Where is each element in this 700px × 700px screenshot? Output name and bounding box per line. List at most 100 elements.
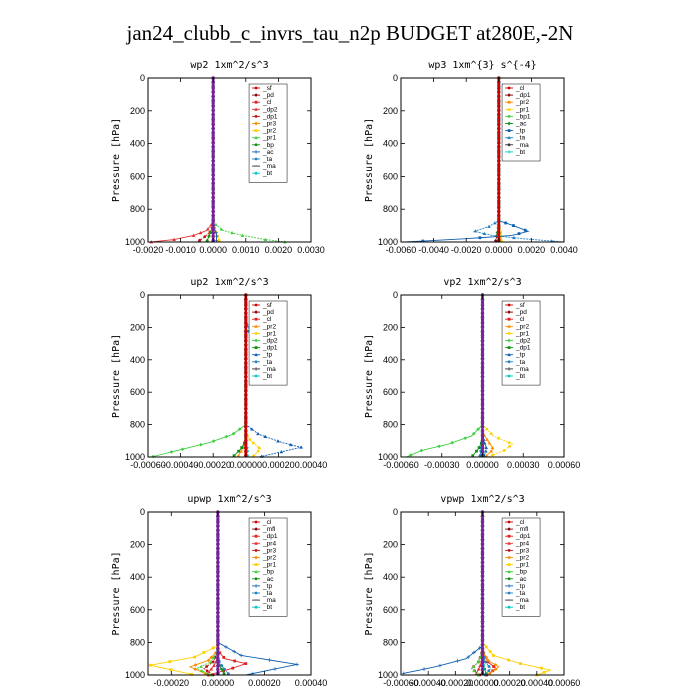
panel-6-main-profile-point — [480, 603, 485, 607]
panel-4-main-profile-point — [480, 357, 485, 361]
panel-4-main-profile-point — [480, 375, 485, 379]
panel-4-series-dp1-point — [471, 454, 475, 458]
panel-2-xtick-label: 0.0000 — [485, 245, 513, 255]
panel-5-main-profile-point — [216, 531, 220, 536]
panel-3-main-profile-point — [244, 378, 248, 383]
panel-3-series-dp1-point — [232, 454, 236, 458]
panel-4-main-profile-point — [480, 378, 485, 383]
panel-1-main-profile-point — [211, 90, 215, 95]
panel-4-series-pr2-point — [490, 445, 495, 450]
panel-3-series-dp2-point — [224, 434, 229, 439]
panel-2-main-profile-point — [497, 105, 501, 109]
panel-1-main-profile-point — [211, 184, 215, 188]
panel-5-series-pr3-point — [205, 669, 209, 673]
panel-4-series-pr2-point — [489, 449, 493, 453]
panel-4-series-dp2-point — [471, 431, 476, 436]
panel-2-series-tp-point — [517, 232, 521, 236]
panel-5-series-pr1-point — [211, 646, 215, 650]
panel-4-main-profile-point — [480, 350, 485, 354]
panel-5-legend-entry: _cl — [262, 519, 272, 526]
panel-4-main-profile-point — [480, 307, 485, 311]
panel-1-xtick-label: 0.0020 — [265, 245, 293, 255]
panel-4-legend-marker — [507, 346, 511, 349]
panel-2-xtick-label: 0.0020 — [518, 245, 546, 255]
panel-1-series-dp2-line — [151, 78, 214, 243]
panel-6-series-ta-point — [483, 660, 487, 664]
panel-2-main-profile-point — [497, 206, 501, 210]
panel-5-legend-entry: _tp — [262, 583, 272, 590]
panel-5: upwp 1xm^2/s^3 Pressure [hPa] -0.00020 0.00… — [111, 494, 327, 688]
panel-3-main-profile-point — [244, 446, 248, 450]
panel-5-main-profile-point — [216, 585, 220, 589]
panel-1-main-profile-point — [211, 126, 215, 131]
panel-2-main-profile-point — [497, 199, 501, 203]
panel-6-main-profile-point — [480, 607, 485, 611]
panel-4-ylabel: Pressure [hPa] — [364, 334, 375, 418]
panel-1-legend-marker — [254, 171, 258, 175]
panel-4-ytick-label: 800 — [383, 420, 398, 430]
panel-4-main-profile-point — [480, 418, 485, 422]
panel-6-main-profile-point — [480, 614, 485, 618]
panel-4-main-profile-point — [480, 371, 485, 376]
panel-6-legend-marker — [507, 534, 511, 538]
panel-5-main-profile-point — [216, 549, 220, 554]
panel-1-ytick-label: 800 — [130, 204, 145, 214]
panel-3-main-profile-point — [244, 343, 248, 347]
panel-5-series-dp1-point — [244, 662, 248, 665]
panel-3-legend-entry: _bt — [262, 373, 272, 380]
panel-3-ytick-label: 1000 — [125, 452, 145, 462]
panel-1-main-profile-point — [211, 220, 215, 224]
panel-3-legend-marker — [254, 367, 258, 371]
panel-5-main-profile-point — [216, 646, 220, 650]
panel-6-main-profile-point — [480, 517, 485, 521]
panel-1-main-profile-point — [211, 166, 215, 170]
panel-4-main-profile-point — [480, 428, 485, 433]
panel-2-main-profile-point — [497, 141, 501, 145]
panel-1-series-dp2-point — [172, 237, 176, 241]
panel-5-series-pr1-point — [193, 655, 196, 659]
panel-1-main-profile-point — [211, 181, 215, 185]
panel-1-series-pr2-point — [217, 239, 221, 243]
panel-6-title: vpwp 1xm^2/s^3 — [440, 494, 524, 505]
panel-3-main-profile-point — [244, 414, 248, 418]
panel-3-series-dp2-point — [180, 447, 185, 452]
panel-3-legend-entry: _ta — [262, 359, 272, 366]
panel-5-series-pr1-point — [169, 668, 173, 672]
panel-6-series-tp-point — [466, 655, 471, 659]
panel-3-xtick-label: 0.00040 — [295, 460, 328, 470]
panel-2-legend-marker — [507, 107, 511, 111]
panel-3-legend-marker — [254, 374, 258, 378]
panel-5-main-profile-point — [216, 596, 220, 600]
panel-4-series-dp1-point — [475, 449, 478, 453]
panel-1-main-profile-point — [211, 105, 215, 109]
panel-3-main-profile-point — [244, 389, 248, 393]
panel-1-legend-entry: _bt — [262, 170, 272, 177]
panel-3-main-profile-point — [244, 300, 248, 304]
panel-1-main-profile-point — [211, 108, 215, 113]
panel-6-main-profile-point — [480, 646, 485, 650]
panel-5-legend-marker — [254, 605, 258, 609]
panel-4-main-profile-point — [480, 325, 485, 329]
panel-5-main-profile-point — [216, 535, 220, 539]
panel-3-legend-entry: _tp — [262, 352, 272, 359]
panel-1-main-profile-point — [211, 173, 215, 178]
panel-3-series-dp1-point — [240, 446, 244, 450]
panel-1-main-profile-point — [211, 94, 215, 98]
panel-6-series-pr1-point — [488, 650, 492, 653]
panel-5-title: upwp 1xm^2/s^3 — [187, 494, 271, 505]
panel-4-main-profile-point — [480, 393, 485, 397]
panel-6-main-profile-point — [480, 571, 485, 575]
panel-6-main-profile-point — [480, 657, 485, 661]
panel-1-series-dp2-point — [205, 227, 210, 231]
panel-5-main-profile-point — [216, 574, 220, 579]
panel-4-series-pr1-point — [485, 427, 489, 431]
panel-1-series-bp-point — [205, 239, 209, 243]
panel-6-xtick-label: -0.00020 — [438, 678, 474, 688]
panel-4-legend-marker — [507, 324, 511, 328]
panel-3-legend-entry: _sf — [262, 302, 272, 309]
panel-5-legend-entry: _dp1 — [262, 533, 278, 540]
panel-6-series-pr4-point — [476, 667, 481, 671]
panel-2-main-profile-point — [497, 108, 501, 113]
